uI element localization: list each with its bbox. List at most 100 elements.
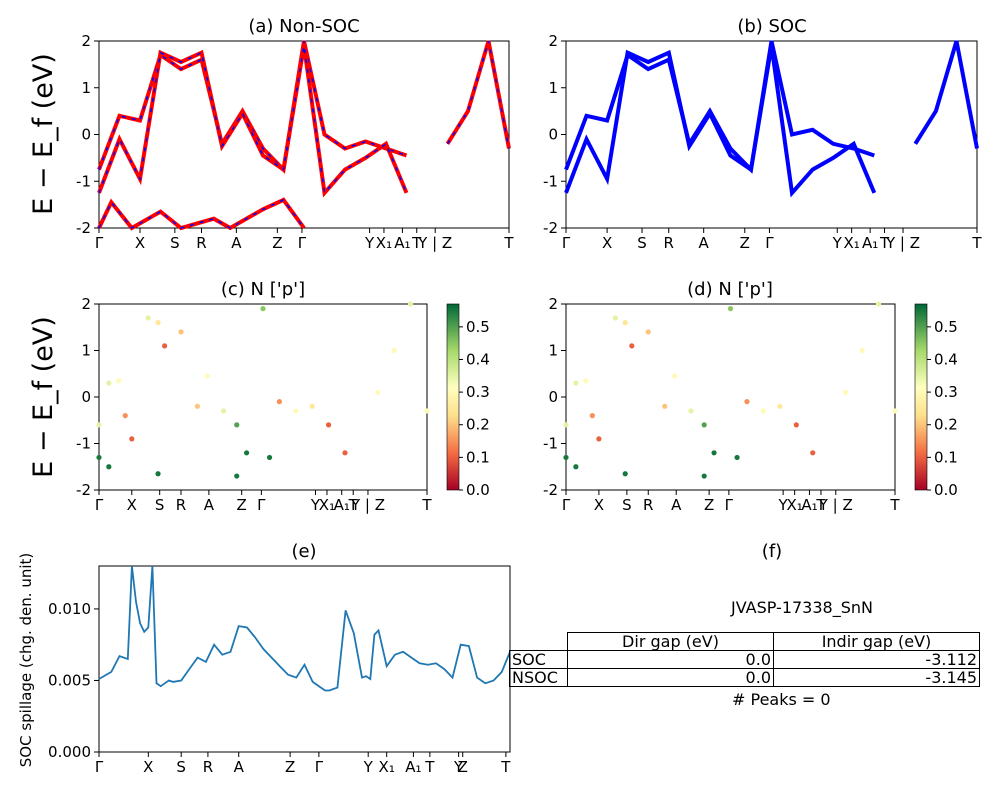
- colorbar-tick-label: 0.4: [934, 350, 958, 368]
- x-tick-label: T: [815, 496, 826, 514]
- gap-table-header: Dir gap (eV) Indir gap (eV): [510, 632, 980, 651]
- x-tick-label: Y | Z: [417, 234, 452, 252]
- x-tick-label: X: [143, 758, 153, 776]
- projected-point: [744, 399, 750, 405]
- projected-point: [688, 408, 694, 414]
- x-tick-label: S: [170, 234, 180, 252]
- x-tick-label: A₁: [862, 234, 878, 252]
- projected-point: [810, 450, 816, 456]
- projected-point: [645, 329, 651, 335]
- x-tick-label: Z: [740, 234, 750, 252]
- colorbar-tick-label: 0.5: [934, 318, 958, 336]
- projected-point: [727, 306, 734, 312]
- projected-point: [843, 389, 849, 395]
- projected-point: [122, 413, 128, 419]
- y-tick-label: 1: [81, 79, 91, 97]
- projected-point: [155, 471, 161, 477]
- colorbar-tick-label: 0.3: [934, 383, 958, 401]
- y-tick-label: 1: [548, 79, 558, 97]
- projected-point: [875, 301, 882, 307]
- x-tick-label: Y: [453, 758, 464, 776]
- soc-indir-gap: -3.112: [773, 650, 980, 669]
- x-tick-label: Γ: [562, 234, 571, 252]
- colorbar-c: [446, 303, 460, 491]
- band-line-soc: [564, 40, 979, 174]
- gap-table: Dir gap (eV) Indir gap (eV) SOC 0.0 -3.1…: [509, 632, 980, 687]
- projected-point: [612, 315, 618, 321]
- projected-point: [221, 408, 227, 414]
- x-tick-label: T: [411, 234, 422, 252]
- x-tick-label: Γ: [765, 234, 774, 252]
- ylabel-mid: E − E_f (eV): [28, 316, 59, 478]
- projected-point: [106, 464, 112, 470]
- y-tick-label: 0.000: [48, 743, 91, 761]
- projected-point: [391, 347, 397, 354]
- projected-point: [701, 422, 707, 428]
- gap-table-corner: [510, 633, 568, 651]
- y-tick-label: 1: [548, 342, 558, 360]
- projected-point: [145, 315, 151, 321]
- projected-point: [326, 422, 332, 428]
- x-tick-label: Γ: [562, 496, 571, 514]
- projected-point: [671, 373, 678, 379]
- peaks-label: # Peaks = 0: [732, 690, 831, 709]
- band-line-red: [97, 45, 409, 198]
- colorbar-tick-label: 0.2: [466, 416, 490, 434]
- row-label-nsoc: NSOC: [509, 668, 568, 687]
- x-tick-label: Γ: [298, 234, 307, 252]
- projected-point: [244, 450, 250, 456]
- x-tick-label: Γ: [725, 496, 734, 514]
- row-label-soc: SOC: [509, 650, 568, 669]
- y-tick-label: 2: [81, 32, 91, 50]
- y-tick-label: 2: [548, 295, 558, 313]
- projected-point: [162, 343, 168, 349]
- x-tick-label: Z: [285, 758, 295, 776]
- x-tick-label: A: [671, 496, 682, 514]
- x-tick-label: A: [231, 234, 242, 252]
- projected-point: [116, 378, 122, 384]
- x-tick-label: X: [135, 234, 145, 252]
- projected-point: [711, 450, 717, 456]
- projected-point: [260, 306, 266, 312]
- y-tick-label: 0: [548, 126, 558, 144]
- panel-b-frame: [565, 40, 978, 229]
- projected-point: [734, 454, 740, 461]
- projected-point: [573, 380, 579, 386]
- sample-name: JVASP-17338_SnN: [731, 598, 873, 617]
- projected-point: [106, 380, 112, 386]
- panel-e-frame: [98, 565, 511, 753]
- y-tick-label: 0: [81, 126, 91, 144]
- x-tick-label: A₁: [334, 496, 350, 514]
- projected-point: [892, 408, 898, 414]
- colorbar-tick-label: 0.2: [934, 416, 958, 434]
- x-tick-label: Γ: [315, 758, 324, 776]
- x-tick-label: X₁: [843, 234, 859, 252]
- x-tick-label: Y | Z: [818, 496, 853, 514]
- soc-dir-gap: 0.0: [567, 650, 774, 669]
- x-tick-label: S: [637, 234, 647, 252]
- x-tick-label: R: [664, 234, 674, 252]
- band-line-blue-dash: [98, 198, 305, 229]
- y-tick-label: -2: [543, 481, 558, 499]
- x-tick-label: Y: [832, 234, 843, 252]
- x-tick-label: S: [155, 496, 165, 514]
- x-tick-label: T: [421, 496, 432, 514]
- x-tick-label: T: [503, 234, 514, 252]
- dir-gap-header: Dir gap (eV): [567, 632, 774, 651]
- band-line-soc: [564, 45, 877, 198]
- y-tick-label: 0.010: [48, 600, 91, 618]
- projected-point: [96, 454, 102, 461]
- projected-point: [424, 408, 430, 414]
- x-tick-label: T: [500, 758, 511, 776]
- x-tick-label: X₁: [319, 496, 335, 514]
- x-tick-label: S: [176, 758, 186, 776]
- colorbar-tick-label: 0.5: [466, 318, 490, 336]
- projected-point: [662, 403, 668, 409]
- y-tick-label: -1: [76, 172, 91, 190]
- colorbar-tick-label: 0.4: [466, 350, 490, 368]
- projected-point: [777, 403, 783, 409]
- panel-f-title: (f): [762, 541, 782, 562]
- projected-point: [573, 464, 579, 470]
